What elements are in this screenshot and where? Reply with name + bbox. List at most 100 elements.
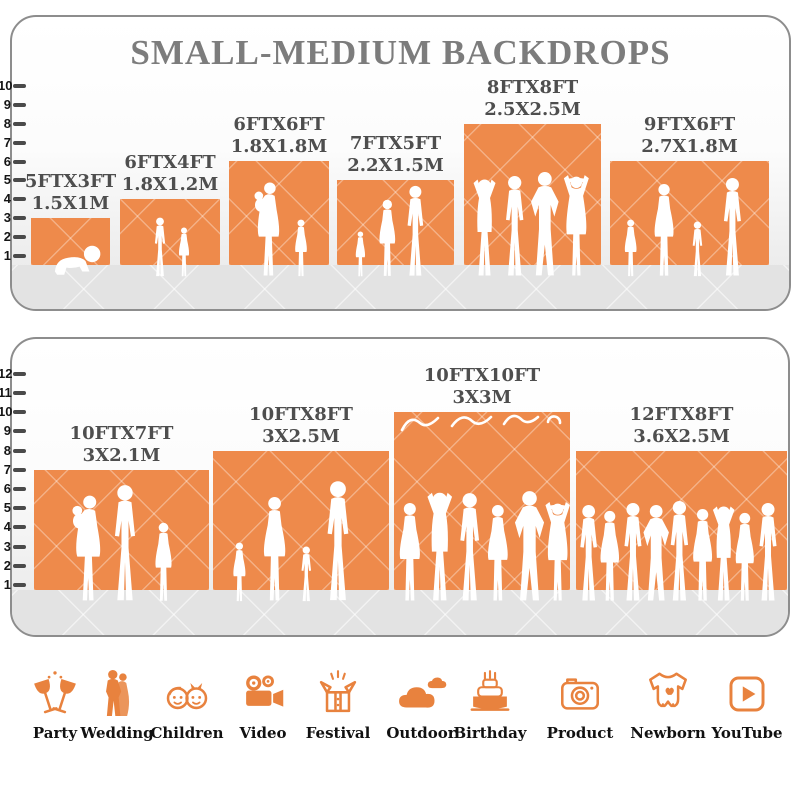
category-label: Festival — [305, 724, 371, 742]
ruler-number: 12 — [0, 365, 13, 381]
ruler-number: 3 — [3, 210, 11, 226]
ruler-tick — [13, 254, 26, 258]
category-label: Wedding — [80, 724, 154, 742]
size-ft-label: 6FTX4FT — [124, 152, 216, 173]
size-ft-label: 10FTX7FT — [69, 423, 174, 444]
size-m-label: 1.8X1.8M — [230, 135, 328, 157]
ruler-tick — [13, 429, 26, 434]
category-label: Outdoor — [386, 724, 456, 742]
category-children: Children — [148, 664, 226, 742]
size-ft-label: 10FTX8FT — [249, 404, 353, 425]
ruler-tick — [13, 159, 26, 164]
category-youtube: YouTube — [708, 664, 786, 742]
script-decoration — [400, 414, 562, 432]
ruler-tick — [13, 140, 26, 145]
panel-small-medium: SMALL-MEDIUM BACKDROPS 1 2 3 4 5 6 7 8 9 10 5FTX3F… — [0, 15, 791, 311]
ruler-number: 4 — [3, 191, 11, 207]
backdrop-size-label: 10FTX8FT 3X2.5M — [191, 404, 411, 448]
backdrop-6ftx6ft — [229, 161, 329, 265]
ruler-number: 9 — [3, 423, 11, 439]
ruler-tick — [13, 544, 26, 549]
youtube-icon — [708, 664, 786, 721]
ruler-number: 4 — [3, 519, 11, 535]
floor — [12, 590, 788, 635]
ruler-tick — [13, 583, 26, 587]
size-m-label: 2.2X1.5M — [347, 154, 444, 176]
size-m-label: 2.5X2.5M — [484, 98, 581, 120]
ruler-number: 5 — [3, 172, 11, 188]
ruler-number: 5 — [3, 500, 11, 516]
ruler-number: 8 — [3, 442, 11, 458]
product-icon — [541, 664, 619, 721]
ruler-number: 8 — [3, 115, 11, 131]
ruler-tick — [13, 83, 26, 88]
ruler-tick — [13, 487, 26, 491]
backdrop-size-label: 5FTX3FT 1.5X1M — [0, 171, 181, 215]
category-festival: Festival — [299, 664, 377, 742]
category-birthday: Birthday — [451, 664, 529, 742]
category-label: Party — [32, 724, 78, 742]
ruler-tick — [13, 102, 26, 107]
festival-icon — [299, 664, 377, 721]
ruler-tick — [13, 216, 26, 221]
children-icon — [148, 664, 226, 721]
ruler-number: 2 — [3, 557, 11, 573]
backdrop-6ftx4ft — [120, 199, 220, 265]
ruler-number: 1 — [3, 248, 11, 263]
backdrop-10ftx10ft — [394, 412, 570, 590]
category-party: Party — [16, 664, 94, 742]
category-outdoor: Outdoor — [382, 664, 460, 742]
people-silhouettes — [72, 485, 172, 601]
ruler-number: 7 — [3, 134, 11, 150]
size-ft-label: 5FTX3FT — [24, 171, 117, 192]
size-m-label: 3.6X2.5M — [633, 425, 730, 447]
category-product: Product — [541, 664, 619, 742]
category-label: Newborn — [630, 724, 706, 742]
people-silhouettes — [154, 217, 190, 277]
size-m-label: 2.7X1.8M — [641, 135, 738, 157]
category-wedding: Wedding — [78, 664, 156, 742]
wedding-icon — [78, 664, 156, 721]
category-video: Video — [224, 664, 302, 742]
ruler-number: 2 — [3, 229, 11, 245]
ruler-tick — [13, 506, 26, 511]
size-ft-label: 10FTX10FT — [423, 365, 541, 386]
party-icon — [16, 664, 94, 721]
video-icon — [224, 664, 302, 721]
backdrop-9ftx6ft — [610, 161, 769, 265]
ruler-number: 11 — [0, 385, 12, 400]
people-silhouettes — [54, 245, 101, 275]
ruler-number: 10 — [0, 404, 13, 420]
page-title: SMALL-MEDIUM BACKDROPS — [130, 33, 671, 72]
size-m-label: 3X3M — [452, 386, 512, 408]
backdrop-size-label: 9FTX6FT 2.7X1.8M — [580, 114, 800, 158]
newborn-icon — [629, 664, 707, 721]
ruler-number: 3 — [3, 538, 11, 554]
ruler-tick — [13, 121, 26, 126]
backdrop-size-label: 10FTX7FT 3X2.1M — [12, 423, 232, 467]
backdrop-size-label: 12FTX8FT 3.6X2.5M — [572, 404, 792, 448]
outdoor-icon — [382, 664, 460, 721]
ruler-tick — [13, 235, 26, 240]
category-row: Party Wedding Children Video Festival Outdoor… — [0, 664, 800, 756]
category-label: Product — [546, 724, 614, 742]
category-label: YouTube — [711, 724, 783, 742]
people-silhouettes — [254, 182, 307, 277]
backdrop-size-label: 6FTX4FT 1.8X1.2M — [60, 152, 280, 196]
ruler-tick — [13, 448, 26, 453]
birthday-icon — [451, 664, 529, 721]
people-silhouettes — [580, 501, 777, 601]
people-silhouettes — [624, 178, 741, 277]
backdrop-size-label: 10FTX10FT 3X3M — [372, 365, 592, 409]
panel-large: 1 2 3 4 5 6 7 8 9 10 11 12 10FTX7FT 3X2.1M 10FTX8FT 3X2… — [0, 337, 792, 637]
ruler-tick — [13, 391, 26, 395]
size-m-label: 3X2.1M — [82, 444, 161, 466]
ruler-tick — [13, 197, 26, 202]
size-ft-label: 7FTX5FT — [349, 133, 442, 154]
people-silhouettes — [399, 491, 570, 601]
size-m-label: 1.8X1.2M — [121, 173, 219, 195]
ruler-tick — [13, 467, 26, 472]
ruler-tick — [13, 525, 26, 530]
category-label: Birthday — [453, 724, 527, 742]
ruler-number: 6 — [3, 153, 11, 169]
